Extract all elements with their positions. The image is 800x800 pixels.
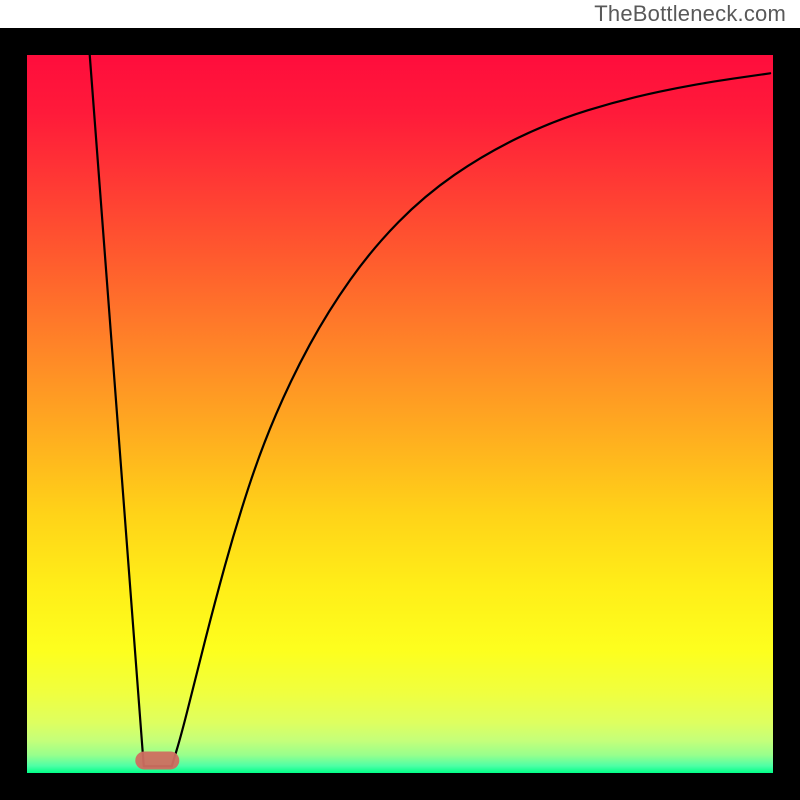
chart-container: TheBottleneck.com xyxy=(0,0,800,800)
plot-svg xyxy=(0,0,800,800)
gradient-background xyxy=(27,55,773,773)
watermark-text: TheBottleneck.com xyxy=(594,1,786,27)
optimal-marker xyxy=(135,751,179,769)
